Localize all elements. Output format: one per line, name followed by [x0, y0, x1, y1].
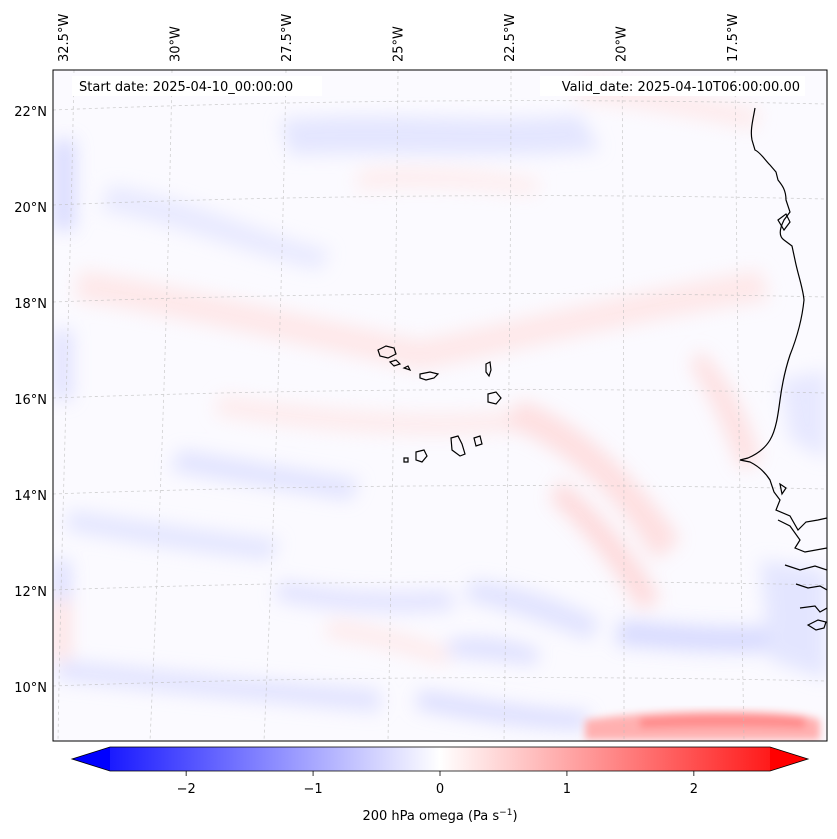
colorbar-outline [70, 746, 810, 772]
valid-date-box [540, 76, 805, 96]
omega-field [53, 70, 827, 741]
colorbar-tick-label: 2 [690, 782, 698, 797]
colorbar-tick-label: 1 [563, 782, 571, 797]
coastlines [739, 107, 827, 631]
lon-label: 22.5°W [503, 14, 518, 62]
colorbar-high-extend [770, 747, 808, 771]
african-coastline [739, 107, 827, 531]
colorbar-low-extend [72, 747, 110, 771]
colorbar-ticks: −2 −1 0 1 2 [177, 771, 698, 797]
colorbar: −2 −1 0 1 2 200 hPa omega (Pa s−1) [70, 746, 810, 824]
start-date-label: Start date: 2025-04-10_00:00:00 [79, 80, 293, 95]
lon-label: 17.5°W [726, 14, 741, 62]
lat-label: 10°N [14, 681, 47, 696]
cape-verde-islands [377, 345, 502, 463]
lon-label: 32.5°W [57, 14, 72, 62]
colorbar-ramp [72, 747, 808, 771]
lon-label: 20°W [615, 26, 630, 62]
colorbar-tick-label: −2 [177, 782, 196, 797]
lat-label: 14°N [14, 489, 47, 504]
colorbar-label: 200 hPa omega (Pa s−1) [362, 808, 517, 824]
colorbar-label-sup: −1 [499, 808, 512, 818]
colorbar-tick-label: 0 [436, 782, 444, 797]
valid-date-label: Valid_date: 2025-04-10T06:00:00.00 [562, 80, 800, 95]
longitude-labels: 32.5°W 30°W 27.5°W 25°W 22.5°W 20°W 17.5°W [57, 14, 741, 62]
lon-label: 25°W [392, 26, 407, 62]
map-panel[interactable]: Start date: 2025-04-10_00:00:00 Valid_da… [52, 69, 828, 742]
colorbar-label-end: ) [512, 809, 517, 824]
lon-label: 27.5°W [280, 14, 295, 62]
lat-label: 16°N [14, 393, 47, 408]
graticule [53, 70, 827, 741]
lat-label: 18°N [14, 297, 47, 312]
lat-label: 12°N [14, 585, 47, 600]
lon-label: 30°W [169, 26, 184, 62]
colorbar-tick-label: −1 [303, 782, 322, 797]
start-date-box [72, 76, 322, 96]
lat-label: 22°N [14, 105, 47, 120]
lat-label: 20°N [14, 201, 47, 216]
latitude-labels: 22°N 20°N 18°N 16°N 14°N 12°N 10°N [14, 105, 47, 696]
map-frame [52, 69, 828, 742]
colorbar-label-main: 200 hPa omega (Pa s [362, 809, 499, 824]
